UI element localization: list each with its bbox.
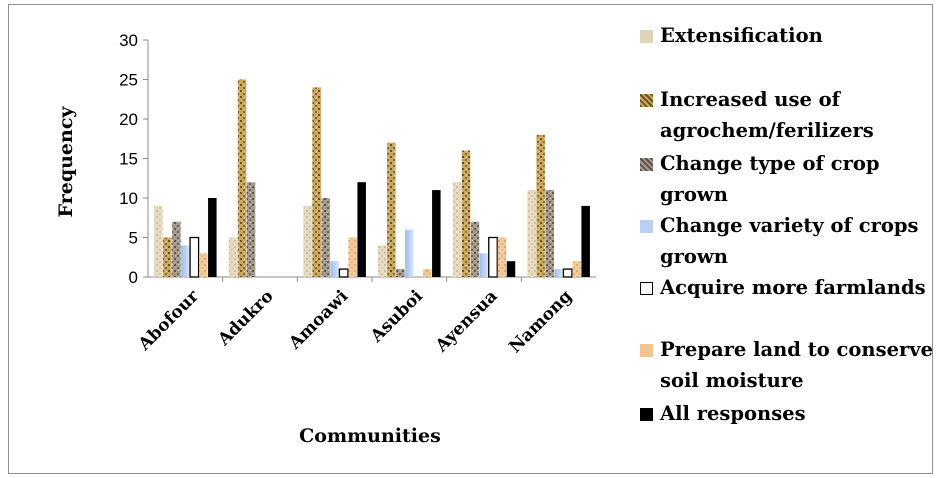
bar-abofour-acquire-more-farmlands [189, 236, 200, 278]
y-axis-title: Frequency [55, 106, 77, 218]
x-tick-label: Adukro [214, 286, 278, 350]
bar-ayensua-increased-use-of-agrochem-ferilizers [461, 150, 471, 277]
legend-swatch [640, 30, 653, 43]
bar-amoawi-change-variety-of-crops-grown [330, 261, 339, 277]
bar-amoawi-all-responses [357, 182, 366, 277]
bar-namong-extensification [527, 190, 536, 277]
bar-abofour-extensification [154, 205, 163, 277]
x-tick-label: Namong [505, 286, 576, 357]
legend-swatch [640, 158, 653, 171]
y-tick-label: 20 [119, 110, 138, 129]
y-tick-label: 25 [119, 71, 138, 90]
bar-ayensua-acquire-more-farmlands [488, 236, 498, 278]
x-tick-label: Abofour [134, 286, 204, 356]
bar-asuboi-extensification [378, 245, 387, 277]
x-axis-title: Communities [299, 425, 441, 447]
bar-ayensua-prepare-land-to-conserve-soil-moisture [497, 237, 507, 277]
axis-labels: 0 5 10 15 20 25 30 Abofour Adukro Amoawi Asuboi Aye… [119, 31, 576, 357]
bars [154, 79, 590, 278]
bar-amoawi-increased-use-of-agrochem-ferilizers [312, 87, 321, 278]
bar-abofour-change-variety-of-crops-grown [181, 245, 190, 277]
bar-abofour-all-responses [208, 198, 217, 277]
y-tick-label: 5 [129, 229, 138, 248]
legend-label: All responses [660, 402, 806, 425]
bar-namong-change-variety-of-crops-grown [554, 269, 563, 277]
legend-item-change-type-of-crop-grown: Change type of crop grown [640, 148, 936, 210]
bar-adukro-change-type-of-crop-grown [246, 182, 256, 277]
legend-item-extensification: Extensification [640, 20, 936, 51]
bar-asuboi-change-variety-of-crops-grown [405, 229, 414, 277]
legend-label: Increased use of agrochem/ferilizers [660, 88, 874, 142]
legend-swatch [640, 408, 653, 421]
bar-asuboi-change-type-of-crop-grown [396, 269, 405, 277]
bar-adukro-extensification [228, 237, 238, 277]
axes [143, 39, 596, 282]
legend-label: Change type of crop grown [660, 152, 880, 206]
legend-item-increased-use-of-agrochem-ferilizers: Increased use of agrochem/ferilizers [640, 84, 936, 146]
bar-asuboi-prepare-land-to-conserve-soil-moisture [423, 269, 432, 277]
legend-label: Change variety of crops grown [660, 214, 919, 268]
legend-label: Extensification [660, 24, 823, 47]
bar-amoawi-prepare-land-to-conserve-soil-moisture [348, 237, 357, 277]
y-tick-label: 10 [119, 189, 138, 208]
legend-swatch [640, 94, 653, 107]
x-tick-label: Asuboi [366, 286, 427, 347]
bar-adukro-increased-use-of-agrochem-ferilizers [237, 79, 247, 277]
legend-label: Prepare land to conserve soil moisture [660, 338, 933, 392]
legend-item-prepare-land-to-conserve-soil-moisture: Prepare land to conserve soil moisture [640, 334, 936, 396]
bar-namong-prepare-land-to-conserve-soil-moisture [572, 261, 581, 277]
bar-asuboi-increased-use-of-agrochem-ferilizers [387, 142, 396, 277]
bar-ayensua-change-variety-of-crops-grown [479, 253, 489, 277]
bar-ayensua-extensification [452, 182, 462, 277]
bar-namong-increased-use-of-agrochem-ferilizers [536, 134, 545, 277]
y-tick-label: 15 [119, 150, 138, 169]
y-tick-label: 30 [119, 31, 138, 50]
bar-amoawi-extensification [303, 205, 312, 277]
bar-namong-all-responses [581, 205, 590, 277]
y-tick-label: 0 [129, 268, 138, 287]
bar-namong-acquire-more-farmlands [562, 268, 573, 278]
legend-swatch [640, 220, 653, 233]
bar-ayensua-change-type-of-crop-grown [470, 221, 480, 277]
bar-amoawi-change-type-of-crop-grown [321, 198, 330, 277]
bar-asuboi-all-responses [432, 190, 441, 277]
bar-ayensua-all-responses [506, 261, 516, 277]
bar-namong-change-type-of-crop-grown [545, 190, 554, 277]
bar-abofour-increased-use-of-agrochem-ferilizers [163, 237, 172, 277]
legend-item-acquire-more-farmlands: Acquire more farmlands [640, 272, 936, 303]
x-tick-label: Amoawi [285, 286, 353, 354]
bar-amoawi-acquire-more-farmlands [338, 268, 349, 278]
legend-item-all-responses: All responses [640, 398, 936, 429]
bar-abofour-change-type-of-crop-grown [172, 221, 181, 277]
x-tick-label: Ayensua [431, 286, 501, 356]
bar-abofour-prepare-land-to-conserve-soil-moisture [199, 253, 208, 277]
legend-swatch [640, 344, 653, 357]
legend-swatch [640, 282, 653, 295]
legend-label: Acquire more farmlands [660, 276, 926, 299]
legend-item-change-variety-of-crops-grown: Change variety of crops grown [640, 210, 936, 272]
